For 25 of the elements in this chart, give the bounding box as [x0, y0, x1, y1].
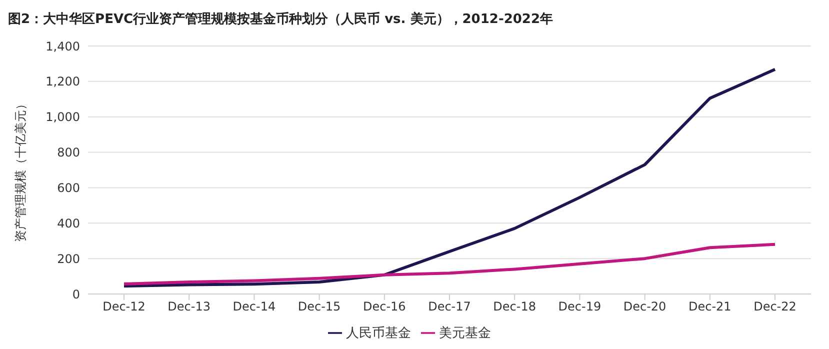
x-tick-label: Dec-22 — [754, 300, 796, 314]
legend-label: 美元基金 — [439, 326, 491, 341]
x-tick-label: Dec-17 — [428, 300, 471, 314]
line-series — [122, 242, 776, 286]
x-tick-label: Dec-20 — [623, 300, 666, 314]
chart-title: 图2：大中华区PEVC行业资产管理规模按基金币种划分（人民币 vs. 美元），2012-2022年 — [8, 10, 554, 29]
y-axis-title: 资产管理规模（十亿美元） — [13, 98, 28, 242]
y-tick-label: 0 — [72, 287, 80, 302]
legend-label: 人民币基金 — [346, 326, 411, 341]
x-tick-label: Dec-13 — [168, 300, 211, 314]
y-tick-label: 400 — [57, 216, 80, 230]
x-tick-label: Dec-16 — [362, 300, 406, 314]
x-tick-label: Dec-15 — [298, 300, 341, 314]
x-tick-label: Dec-12 — [102, 300, 146, 314]
y-tick-label: 600 — [57, 180, 80, 195]
y-tick-label: 1,200 — [46, 74, 80, 89]
x-tick-label: Dec-21 — [688, 300, 732, 314]
y-tick-label: 1,000 — [46, 110, 80, 124]
x-tick-label: Dec-18 — [493, 300, 536, 314]
y-tick-label: 1,400 — [46, 39, 80, 54]
line-series — [122, 68, 776, 288]
x-tick-label: Dec-14 — [232, 300, 276, 314]
y-tick-label: 800 — [57, 146, 80, 160]
x-tick-label: Dec-19 — [558, 300, 602, 314]
y-tick-label: 200 — [57, 252, 80, 266]
